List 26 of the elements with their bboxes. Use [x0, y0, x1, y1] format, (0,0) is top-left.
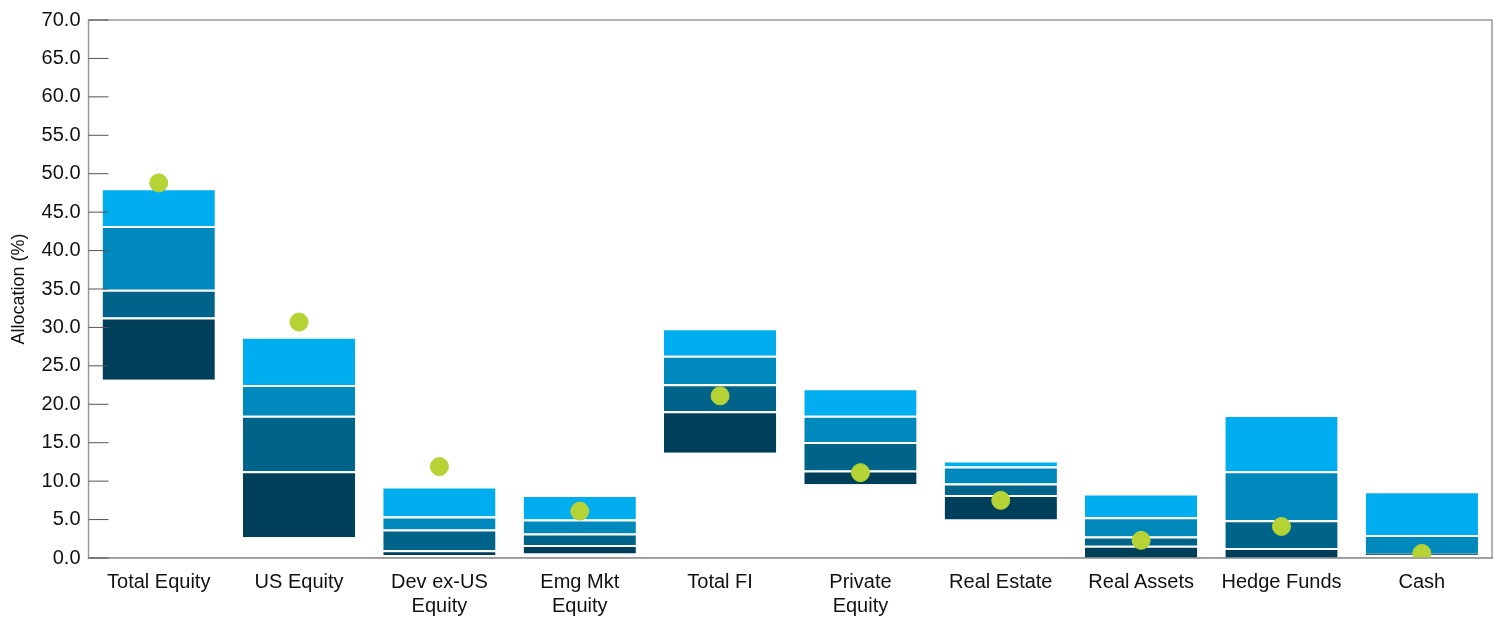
y-tick-label: 45.0 — [41, 199, 81, 222]
y-tick-label: 60.0 — [41, 84, 81, 107]
y-tick-label: 50.0 — [41, 161, 81, 184]
y-tick-label: 35.0 — [41, 276, 81, 299]
x-tick-label: Total FI — [687, 569, 753, 592]
y-tick-label: 30.0 — [41, 314, 81, 337]
x-tick-label: Private Equity — [829, 569, 892, 616]
x-tick-label: Emg Mkt Equity — [540, 569, 620, 616]
x-tick-label: Real Estate — [949, 569, 1053, 592]
x-tick-label: Hedge Funds — [1221, 569, 1342, 592]
y-tick-label: 40.0 — [41, 238, 81, 261]
x-tick-label: US Equity — [254, 569, 344, 592]
y-tick-label: 25.0 — [41, 353, 81, 376]
y-tick-label: 65.0 — [41, 45, 81, 68]
y-tick-label: 70.0 — [41, 7, 81, 30]
x-tick-label: Total Equity — [107, 569, 211, 592]
x-tick-label: Cash — [1398, 569, 1446, 592]
y-tick-label: 15.0 — [41, 430, 81, 453]
y-tick-label: 20.0 — [41, 391, 81, 414]
y-tick-label: 10.0 — [41, 468, 81, 491]
x-tick-label: Real Assets — [1088, 569, 1194, 592]
y-tick-label: 55.0 — [41, 122, 81, 145]
y-axis-title: Allocation (%) — [7, 233, 28, 345]
y-tick-label: 5.0 — [52, 507, 81, 530]
y-tick-label: 0.0 — [52, 545, 81, 568]
x-tick-label: Dev ex-US Equity — [391, 569, 488, 616]
